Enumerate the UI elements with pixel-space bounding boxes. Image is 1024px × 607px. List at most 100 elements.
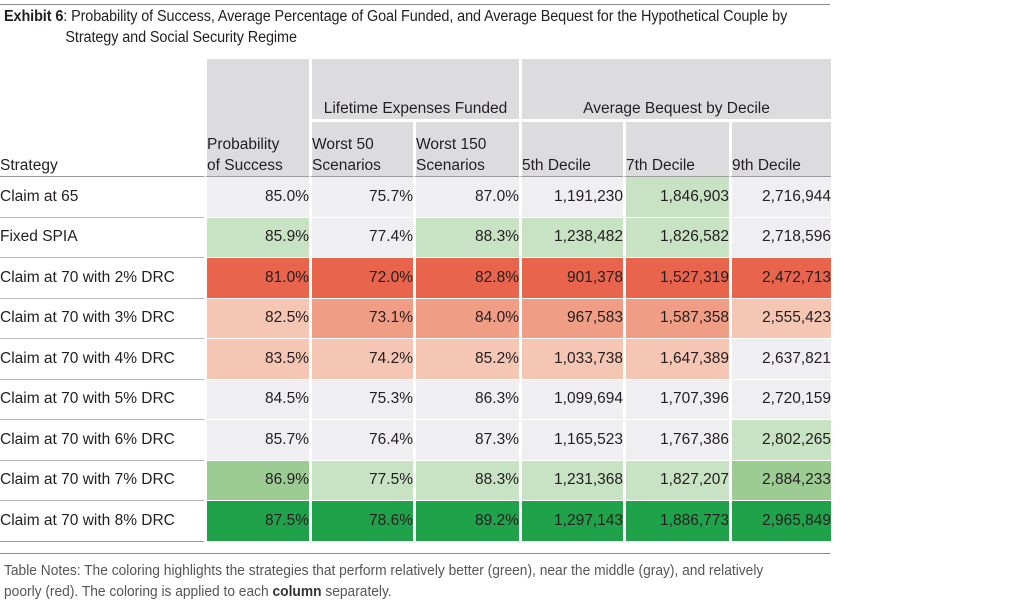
w50-cell: 75.3%: [309, 379, 413, 420]
d9-cell: 2,720,159: [729, 379, 831, 420]
w50-cell: 77.4%: [309, 217, 413, 258]
bequest-group-header: Average Bequest by Decile: [519, 59, 831, 122]
d7-cell: 1,527,319: [623, 258, 729, 299]
prob-header: Probability of Success: [204, 59, 309, 177]
d9-cell: 2,884,233: [729, 460, 831, 501]
strategy-cell: Claim at 70 with 2% DRC: [0, 258, 204, 299]
prob-header-line1: Probability: [207, 136, 280, 153]
w50-header-line1: Worst 50: [312, 136, 374, 153]
w50-cell: 78.6%: [309, 501, 413, 542]
w150-cell: 82.8%: [413, 258, 519, 299]
strategy-cell: Claim at 70 with 3% DRC: [0, 298, 204, 339]
w150-cell: 88.3%: [413, 217, 519, 258]
w50-cell: 77.5%: [309, 460, 413, 501]
d9-cell: 2,555,423: [729, 298, 831, 339]
exhibit-title: Exhibit 6: Probability of Success, Avera…: [4, 6, 787, 48]
d5-cell: 1,191,230: [519, 177, 623, 218]
d5-cell: 1,238,482: [519, 217, 623, 258]
w50-cell: 76.4%: [309, 420, 413, 461]
w150-cell: 89.2%: [413, 501, 519, 542]
d7-cell: 1,827,207: [623, 460, 729, 501]
d7-cell: 1,647,389: [623, 339, 729, 380]
prob-cell: 81.0%: [204, 258, 309, 299]
w150-header-line2: Scenarios: [416, 157, 485, 174]
prob-cell: 85.7%: [204, 420, 309, 461]
bottom-rule: [0, 553, 830, 554]
w50-cell: 73.1%: [309, 298, 413, 339]
d9-cell: 2,716,944: [729, 177, 831, 218]
d5-cell: 1,033,738: [519, 339, 623, 380]
header-group-row: Strategy Probability of Success Lifetime…: [0, 59, 831, 177]
header-sub-row: Worst 50 Scenarios Worst 150 Scenarios 5…: [0, 122, 831, 177]
w150-cell: 86.3%: [413, 379, 519, 420]
note-text-1: Table Notes: The coloring highlights the…: [4, 563, 764, 600]
w150-cell: 87.0%: [413, 177, 519, 218]
table-row: Claim at 70 with 7% DRC 86.9% 77.5% 88.3% 1,…: [0, 460, 831, 501]
strategy-cell: Claim at 70 with 7% DRC: [0, 460, 204, 501]
exhibit-label: Exhibit 6: [4, 8, 64, 25]
prob-cell: 85.0%: [204, 177, 309, 218]
d7-cell: 1,886,773: [623, 501, 729, 542]
w150-cell: 88.3%: [413, 460, 519, 501]
d9-cell: 2,472,713: [729, 258, 831, 299]
strategy-cell: Fixed SPIA: [0, 217, 204, 258]
table-notes: Table Notes: The coloring highlights the…: [4, 561, 783, 603]
note-bold: column: [272, 584, 322, 600]
strategy-cell: Claim at 70 with 4% DRC: [0, 339, 204, 380]
prob-cell: 85.9%: [204, 217, 309, 258]
d5-cell: 1,099,694: [519, 379, 623, 420]
d5-cell: 1,165,523: [519, 420, 623, 461]
table-row: Claim at 70 with 8% DRC 87.5% 78.6% 89.2% 1,…: [0, 501, 831, 542]
table-row: Claim at 70 with 6% DRC 85.7% 76.4% 87.3% 1,…: [0, 420, 831, 461]
top-rule: [0, 4, 830, 5]
strategy-cell: Claim at 70 with 6% DRC: [0, 420, 204, 461]
w50-header: Worst 50 Scenarios: [309, 122, 413, 177]
d9-header: 9th Decile: [729, 122, 831, 177]
d7-header: 7th Decile: [623, 122, 729, 177]
expenses-group-header: Lifetime Expenses Funded: [309, 59, 519, 122]
d5-cell: 1,231,368: [519, 460, 623, 501]
strategy-cell: Claim at 70 with 8% DRC: [0, 501, 204, 542]
d9-cell: 2,718,596: [729, 217, 831, 258]
w150-cell: 85.2%: [413, 339, 519, 380]
w50-cell: 74.2%: [309, 339, 413, 380]
prob-cell: 86.9%: [204, 460, 309, 501]
prob-cell: 87.5%: [204, 501, 309, 542]
d7-cell: 1,846,903: [623, 177, 729, 218]
w150-cell: 87.3%: [413, 420, 519, 461]
table-row: Claim at 70 with 2% DRC 81.0% 72.0% 82.8% 90…: [0, 258, 831, 299]
strategy-cell: Claim at 65: [0, 177, 204, 218]
d5-cell: 967,583: [519, 298, 623, 339]
w50-cell: 72.0%: [309, 258, 413, 299]
d7-cell: 1,707,396: [623, 379, 729, 420]
note-text-2: separately.: [321, 584, 392, 600]
d5-cell: 1,297,143: [519, 501, 623, 542]
d9-cell: 2,965,849: [729, 501, 831, 542]
d7-cell: 1,587,358: [623, 298, 729, 339]
strategy-cell: Claim at 70 with 5% DRC: [0, 379, 204, 420]
results-table: Strategy Probability of Success Lifetime…: [0, 59, 831, 542]
prob-cell: 82.5%: [204, 298, 309, 339]
table-row: Claim at 70 with 4% DRC 83.5% 74.2% 85.2% 1,…: [0, 339, 831, 380]
d7-cell: 1,767,386: [623, 420, 729, 461]
w150-header: Worst 150 Scenarios: [413, 122, 519, 177]
table-row: Fixed SPIA 85.9% 77.4% 88.3% 1,238,482 1,826,…: [0, 217, 831, 258]
table-body: Claim at 65 85.0% 75.7% 87.0% 1,191,230 1,846…: [0, 177, 831, 542]
d9-cell: 2,637,821: [729, 339, 831, 380]
w150-cell: 84.0%: [413, 298, 519, 339]
table-row: Claim at 70 with 3% DRC 82.5% 73.1% 84.0% 96…: [0, 298, 831, 339]
d5-header: 5th Decile: [519, 122, 623, 177]
d9-cell: 2,802,265: [729, 420, 831, 461]
title-line-2: Strategy and Social Security Regime: [65, 29, 297, 46]
w50-header-line2: Scenarios: [312, 157, 381, 174]
table-row: Claim at 70 with 5% DRC 84.5% 75.3% 86.3% 1,…: [0, 379, 831, 420]
prob-cell: 83.5%: [204, 339, 309, 380]
d5-cell: 901,378: [519, 258, 623, 299]
w50-cell: 75.7%: [309, 177, 413, 218]
table-row: Claim at 65 85.0% 75.7% 87.0% 1,191,230 1,846…: [0, 177, 831, 218]
strategy-header: Strategy: [0, 59, 204, 177]
prob-header-line2: of Success: [207, 157, 283, 174]
title-line-1: : Probability of Success, Average Percen…: [63, 8, 788, 25]
w150-header-line1: Worst 150: [416, 136, 487, 153]
prob-cell: 84.5%: [204, 379, 309, 420]
